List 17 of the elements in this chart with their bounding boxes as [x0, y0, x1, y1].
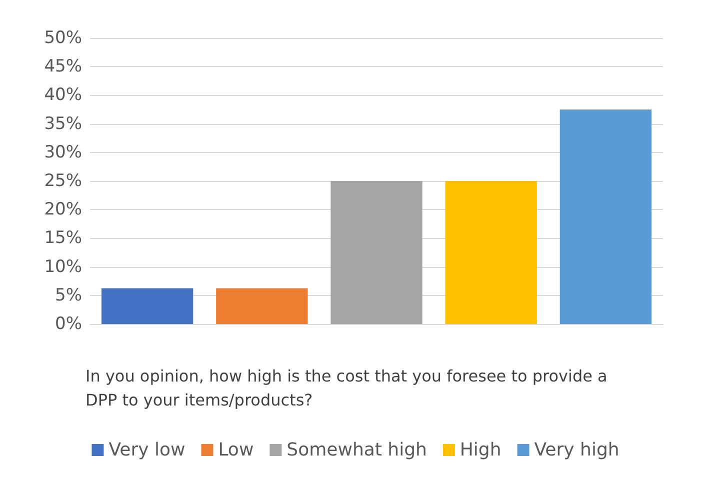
- legend-label: Very high: [534, 440, 620, 460]
- legend-label: Very low: [108, 440, 186, 460]
- legend-label: Somewhat high: [286, 440, 427, 460]
- legend-label: High: [460, 440, 502, 460]
- y-tick-label: 25%: [44, 171, 82, 191]
- y-tick-label: 10%: [44, 256, 82, 277]
- y-tick-label: 35%: [44, 114, 82, 134]
- y-tick-label: 50%: [44, 28, 82, 48]
- y-tick-label: 40%: [44, 85, 82, 106]
- y-tick-label: 45%: [44, 56, 82, 77]
- y-tick-label: 5%: [55, 285, 82, 306]
- y-tick-label: 20%: [44, 200, 82, 220]
- legend-label: Low: [218, 440, 254, 460]
- x-axis-title: In you opinion, how high is the cost that you foresee to provide a DPP to your items/products?: [86, 366, 612, 410]
- y-tick-label: 15%: [44, 228, 82, 248]
- y-tick-label: 0%: [55, 314, 82, 334]
- y-tick-label: 30%: [44, 142, 82, 162]
